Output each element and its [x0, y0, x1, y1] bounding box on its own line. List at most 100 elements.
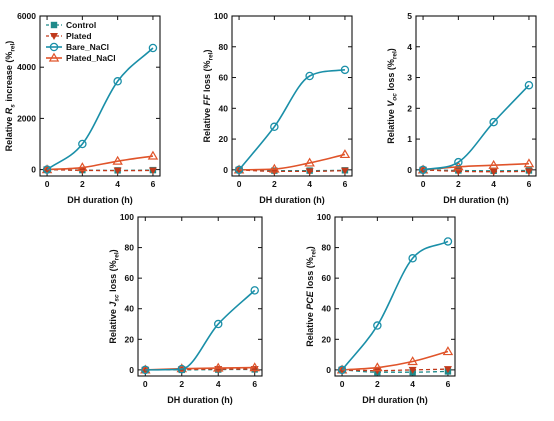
chart-voc: 0 2 4 6 0 1 2 3 4 5 DH duration (h) Relative Voc lo…	[386, 11, 537, 205]
series-line-plated-nacl	[422, 162, 529, 171]
y-label-unit-sub: rel	[311, 249, 318, 257]
y-label-suffix: loss (%	[305, 257, 315, 291]
data-point-bare-nacl	[42, 165, 52, 174]
series-bare-nacl	[42, 43, 158, 174]
data-point-bare-nacl	[78, 139, 87, 149]
series-plated-nacl	[336, 346, 454, 374]
y-tick-label: 20	[125, 334, 135, 344]
x-tick-label: 4	[115, 179, 120, 189]
x-tick-label: 0	[45, 179, 50, 189]
y-label-quantity: R	[4, 107, 14, 114]
y-tick-label: 1	[407, 134, 412, 144]
x-tick-label: 2	[80, 179, 85, 189]
y-tick-label: 40	[219, 103, 229, 113]
plot-frame	[231, 15, 353, 177]
y-label-quantity: V	[386, 100, 396, 107]
y-label-suffix: loss (%	[386, 59, 396, 93]
y-label-suffix: loss (%	[202, 60, 212, 94]
x-axis-label: DH duration (h)	[443, 195, 509, 205]
y-tick-label: 0	[407, 165, 412, 175]
x-tick-label: 0	[340, 379, 345, 389]
y-tick-label: 80	[219, 42, 229, 52]
y-label-quantity-sub: sc	[114, 294, 121, 302]
x-tick-label: 6	[527, 179, 532, 189]
y-tick-label: 40	[322, 304, 332, 314]
series-bare-nacl	[418, 80, 534, 175]
y-tick-label: 40	[125, 304, 135, 314]
y-label-unit-sub: rel	[10, 43, 17, 51]
y-tick-label: 0	[31, 165, 36, 175]
data-point-bare-nacl	[234, 165, 244, 175]
y-label-close: )	[202, 50, 212, 53]
y-label-close: )	[386, 48, 396, 51]
x-tick-label: 0	[237, 179, 242, 189]
y-tick-label: 0	[129, 365, 134, 375]
y-tick-label: 60	[322, 273, 332, 283]
series-bare-nacl	[337, 237, 453, 375]
series-line-bare-nacl	[422, 84, 530, 171]
y-label-unit-sub: rel	[392, 51, 399, 59]
y-label-unit-sub: rel	[114, 252, 121, 260]
chart-rs: 0 2 4 6 0 2000 4000 6000 DH duration (h) Relative…	[4, 11, 161, 205]
data-point-bare-nacl	[148, 43, 158, 53]
plot-frame	[39, 15, 161, 177]
x-tick-label: 0	[421, 179, 426, 189]
data-point-bare-nacl	[373, 321, 382, 330]
y-tick-label: 4000	[17, 62, 36, 72]
x-tick-label: 6	[151, 179, 156, 189]
series-line-plated	[239, 169, 345, 173]
data-point-bare-nacl	[489, 117, 498, 127]
x-axis-label: DH duration (h)	[259, 195, 325, 205]
data-point-bare-nacl	[408, 254, 417, 263]
y-label-suffix: loss (%	[108, 260, 118, 294]
x-tick-label: 2	[272, 179, 277, 189]
data-point-plated-nacl	[112, 155, 123, 165]
y-label-quantity-sub: oc	[392, 93, 399, 101]
y-label-prefix: Relative	[202, 105, 212, 142]
y-label-quantity-sub: s	[10, 104, 17, 108]
legend-marker-bare-nacl	[49, 42, 59, 52]
y-axis-label: Relative Jsc loss (%rel)	[108, 249, 121, 343]
legend-label-bare-nacl: Bare_NaCl	[66, 42, 109, 52]
series-line-plated	[342, 368, 448, 372]
y-tick-label: 100	[214, 11, 228, 21]
y-tick-label: 100	[120, 212, 134, 222]
data-point-bare-nacl	[454, 157, 463, 167]
y-tick-label: 20	[219, 134, 229, 144]
y-tick-label: 20	[322, 334, 332, 344]
legend-marker-plated-nacl	[48, 52, 60, 62]
data-point-plated-nacl	[304, 157, 315, 167]
series-plated-nacl	[140, 362, 260, 374]
y-tick-label: 6000	[17, 11, 36, 21]
x-tick-label: 6	[343, 179, 348, 189]
data-point-bare-nacl	[270, 122, 279, 132]
x-tick-label: 6	[446, 379, 451, 389]
series-plated	[235, 166, 349, 176]
y-label-quantity: FF	[202, 94, 212, 105]
y-tick-label: 0	[326, 365, 331, 375]
plot-frame	[415, 15, 537, 177]
series-line-plated-nacl	[47, 155, 154, 171]
data-point-plated-nacl	[488, 159, 499, 169]
legend-marker-plated	[50, 33, 58, 40]
y-label-close: )	[108, 249, 118, 252]
y-tick-label: 4	[407, 42, 412, 52]
y-tick-label: 60	[219, 73, 229, 83]
data-point-plated	[305, 168, 314, 176]
series-plated	[43, 166, 157, 175]
legend-label-plated-nacl: Plated_NaCl	[66, 53, 116, 63]
x-tick-label: 6	[252, 379, 257, 389]
data-point-bare-nacl	[250, 286, 259, 295]
y-tick-label: 0	[223, 165, 228, 175]
x-axis-label: DH duration (h)	[167, 395, 233, 405]
plot-frame	[334, 216, 456, 377]
data-point-plated	[489, 168, 498, 176]
series-line-bare-nacl	[46, 47, 154, 171]
y-label-suffix: increase (%	[4, 52, 14, 105]
legend-marker-control	[50, 21, 58, 29]
legend-label-control: Control	[66, 20, 96, 30]
data-point-plated-nacl	[77, 162, 88, 172]
